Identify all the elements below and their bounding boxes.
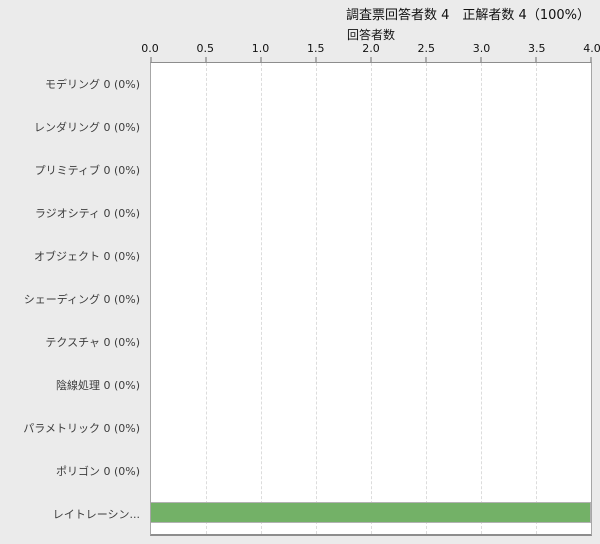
bar-row: [151, 448, 591, 491]
category-label: シェーディング 0 (0%): [23, 293, 140, 307]
category-label: テクスチャ 0 (0%): [45, 336, 140, 350]
gridline: [371, 63, 372, 534]
x-tick-label: 1.0: [251, 42, 270, 55]
category-labels: モデリング 0 (0%) レンダリング 0 (0%) プリミティブ 0 (0%) ラジ…: [0, 62, 140, 536]
bar-row: [151, 363, 591, 406]
x-tick-mark: [205, 57, 207, 62]
bar-row: [151, 234, 591, 277]
x-tick-label: 3.5: [528, 42, 546, 55]
x-tick-label: 3.0: [472, 42, 491, 55]
x-tick-mark: [370, 57, 372, 62]
x-tick-label: 2.5: [417, 42, 436, 55]
x-tick-label: 0.5: [196, 42, 215, 55]
gridline: [536, 63, 537, 534]
bar-row: [151, 149, 591, 192]
category-label: プリミティブ 0 (0%): [34, 163, 140, 177]
category-label: レンダリング 0 (0%): [33, 120, 140, 134]
category-label: レイトレーシン...: [52, 508, 140, 522]
bar-row: [151, 491, 591, 534]
x-tick-label: 4.0: [583, 42, 600, 55]
plot-area: [150, 57, 592, 536]
x-tick-mark: [150, 57, 152, 62]
x-axis-title: 回答者数: [346, 28, 395, 42]
x-tick-mark: [590, 57, 592, 62]
bar-row: [151, 406, 591, 449]
x-tick-mark: [480, 57, 482, 62]
x-tick-mark: [425, 57, 427, 62]
x-tick-mark: [260, 57, 262, 62]
x-tick-mark: [315, 57, 317, 62]
bar-row: [151, 106, 591, 149]
category-label: パラメトリック 0 (0%): [23, 422, 140, 436]
category-label: ラジオシティ 0 (0%): [34, 206, 140, 220]
x-tick-label: 1.5: [307, 42, 325, 55]
x-tick-label: 0.0: [141, 42, 159, 55]
x-tick-mark: [535, 57, 537, 62]
gridline: [316, 63, 317, 534]
bar-rows: [151, 63, 591, 534]
gridline: [481, 63, 482, 534]
bar-row: [151, 63, 591, 106]
bar-row: [151, 191, 591, 234]
category-label: モデリング 0 (0%): [44, 77, 140, 91]
bar-row: [151, 320, 591, 363]
x-tick-label: 2.0: [362, 42, 380, 55]
gridline: [261, 63, 262, 534]
x-axis-tick-labels: 0.0 0.5 1.0 1.5 2.0 2.5 3.0 3.5 4.0: [141, 42, 600, 56]
bar: [151, 502, 591, 524]
survey-summary-title: 調査票回答者数 4 正解者数 4（100%）: [346, 8, 590, 23]
category-label: ポリゴン 0 (0%): [55, 465, 140, 479]
category-label: 陰線処理 0 (0%): [55, 379, 140, 393]
category-label: オブジェクト 0 (0%): [33, 249, 140, 263]
gridline: [426, 63, 427, 534]
bar-row: [151, 277, 591, 320]
gridline: [206, 63, 207, 534]
